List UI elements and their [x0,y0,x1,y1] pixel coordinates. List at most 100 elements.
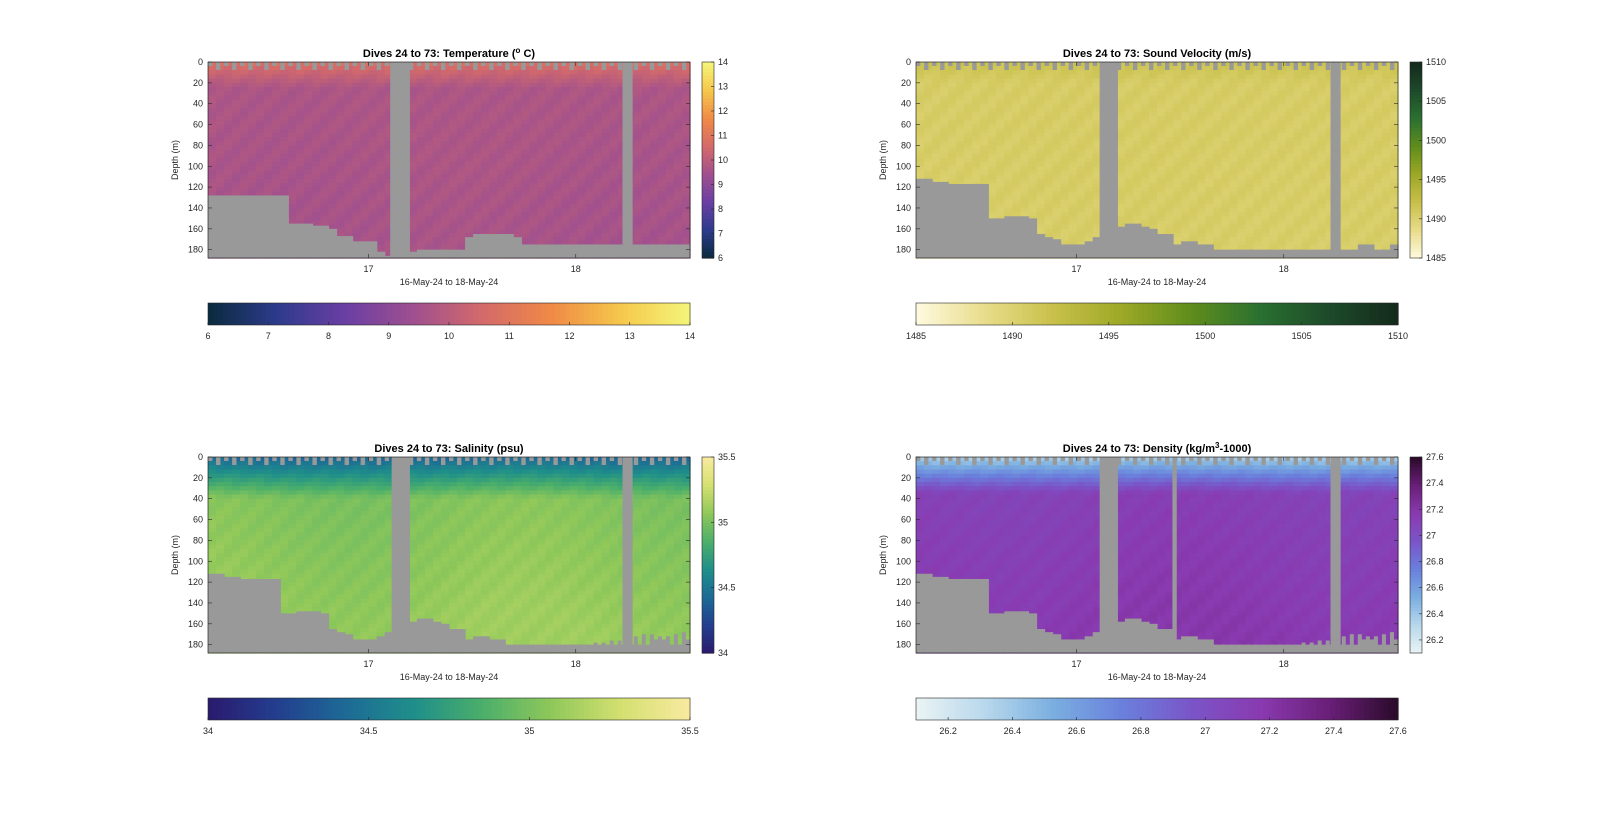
heatmap-cell [586,116,595,121]
heatmap-cell [634,220,643,225]
heatmap-cell [248,145,257,150]
heatmap-cell [594,112,603,117]
heatmap-cell [465,200,474,205]
heatmap-cell [296,183,305,188]
heatmap-cell [586,170,595,175]
heatmap-cell [369,220,378,225]
heatmap-cell [264,175,273,180]
heatmap-cell [1069,100,1078,105]
heatmap-cell [1173,70,1182,75]
heatmap-cell [1020,70,1029,75]
heatmap-cell [513,112,522,117]
heatmap-cell [240,116,249,121]
heatmap-cell [570,87,579,92]
heatmap-cell [1205,208,1214,213]
heatmap-cell [248,137,257,142]
heatmap-cell [602,112,611,117]
heatmap-cell [650,120,659,125]
heatmap-cell [497,229,506,234]
heatmap-cell [561,150,570,155]
heatmap-cell [570,175,579,180]
heatmap-cell [1197,208,1206,213]
colorbar-segment [512,303,517,325]
seafloor-block [594,244,603,258]
seafloor-spike [232,253,236,258]
heatmap-cell [465,187,474,192]
heatmap-cell [256,145,265,150]
heatmap-cell [1157,158,1166,163]
heatmap-cell [642,112,651,117]
colorbar-segment [266,303,271,325]
heatmap-cell [361,150,370,155]
heatmap-cell [513,75,522,80]
heatmap-cell [545,129,554,134]
heatmap-cell [216,100,225,105]
heatmap-cell [1053,116,1062,121]
heatmap-cell [409,108,418,113]
heatmap-cell [272,75,281,80]
heatmap-cell [1069,108,1078,113]
heatmap-cell [280,95,289,100]
heatmap-cell [433,208,442,213]
heatmap-cell [1197,170,1206,175]
heatmap-cell [1189,233,1198,238]
heatmap-cell [353,212,362,217]
heatmap-cell [248,133,257,138]
heatmap-cell [441,145,450,150]
heatmap-cell [1061,79,1070,84]
heatmap-cell [329,162,338,167]
heatmap-cell [1141,145,1150,150]
heatmap-cell [272,100,281,105]
heatmap-cell [1205,179,1214,184]
heatmap-cell [529,145,538,150]
heatmap-cell [417,241,426,246]
heatmap-cell [473,220,482,225]
heatmap-cell [570,129,579,134]
heatmap-cell [296,83,305,88]
surface-gap [674,62,678,66]
heatmap-cell [337,75,346,80]
heatmap-cell [320,150,329,155]
heatmap-cell [932,150,941,155]
heatmap-cell [1085,83,1094,88]
heatmap-cell [489,108,498,113]
heatmap-cell [553,145,562,150]
heatmap-cell [545,154,554,159]
heatmap-cell [361,170,370,175]
heatmap-cell [377,116,386,121]
heatmap-cell [489,162,498,167]
heatmap-cell [457,166,466,171]
heatmap-cell [304,125,313,130]
heatmap-cell [337,212,346,217]
heatmap-cell [232,150,241,155]
heatmap-cell [553,195,562,200]
heatmap-cell [529,175,538,180]
heatmap-cell [1028,208,1037,213]
heatmap-cell [417,108,426,113]
surface-gap [216,62,220,70]
heatmap-cell [610,100,619,105]
heatmap-cell [586,166,595,171]
heatmap-cell [924,141,933,146]
heatmap-cell [578,179,587,184]
heatmap-cell [578,145,587,150]
heatmap-cell [924,175,933,180]
heatmap-cell [441,108,450,113]
heatmap-cell [473,133,482,138]
heatmap-cell [1141,137,1150,142]
heatmap-cell [924,100,933,105]
heatmap-cell [449,241,458,246]
heatmap-cell [1085,145,1094,150]
heatmap-cell [409,220,418,225]
heatmap-cell [553,179,562,184]
heatmap-cell [232,116,241,121]
heatmap-cell [353,191,362,196]
heatmap-cell [1157,204,1166,209]
heatmap-cell [916,75,925,80]
heatmap-cell [465,179,474,184]
heatmap-cell [312,158,321,163]
heatmap-cell [932,166,941,171]
heatmap-cell [682,70,691,75]
heatmap-cell [216,141,225,146]
heatmap-cell [1037,95,1046,100]
